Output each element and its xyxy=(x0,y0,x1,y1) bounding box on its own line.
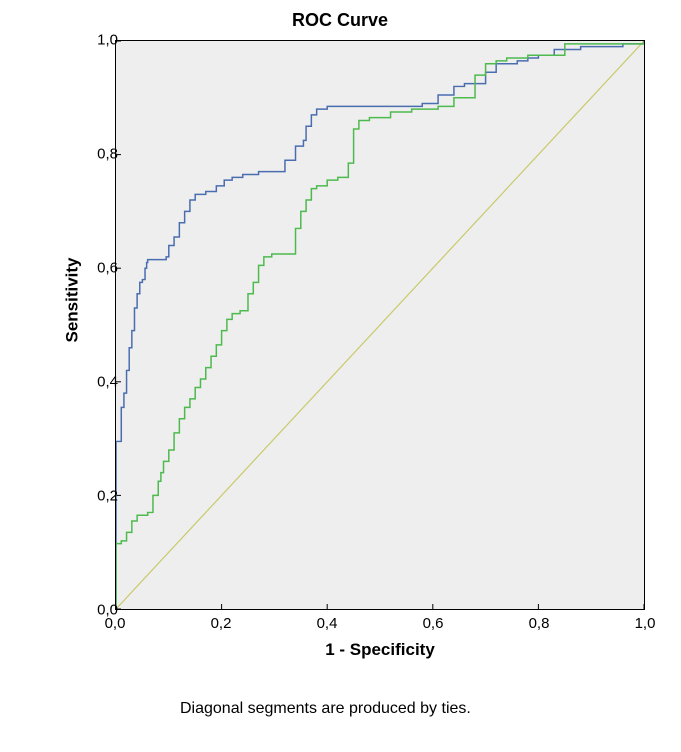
x-tick-2: 0,4 xyxy=(317,615,338,632)
x-tick-3: 0,6 xyxy=(423,615,444,632)
chart-footnote: Diagonal segments are produced by ties. xyxy=(180,700,471,718)
chart-title: ROC Curve xyxy=(20,10,660,31)
x-tick-1: 0,2 xyxy=(211,615,232,632)
x-tick-5: 1,0 xyxy=(635,615,656,632)
plot-svg xyxy=(116,41,644,609)
x-tick-4: 0,8 xyxy=(529,615,550,632)
y-tick-2: 0,4 xyxy=(97,374,118,391)
y-axis-label: Sensitivity xyxy=(63,257,83,342)
x-axis-label: 1 - Specificity xyxy=(115,640,645,660)
y-tick-5: 1,0 xyxy=(97,32,118,49)
y-tick-4: 0,8 xyxy=(97,146,118,163)
diagonal-reference-line xyxy=(116,41,644,609)
plot-area xyxy=(115,40,645,610)
y-tick-1: 0,2 xyxy=(97,488,118,505)
y-tick-3: 0,6 xyxy=(97,260,118,277)
x-tick-0: 0,0 xyxy=(105,615,126,632)
roc-chart: ROC Curve Sensitivity 1 - Specificity 0,… xyxy=(20,10,660,710)
